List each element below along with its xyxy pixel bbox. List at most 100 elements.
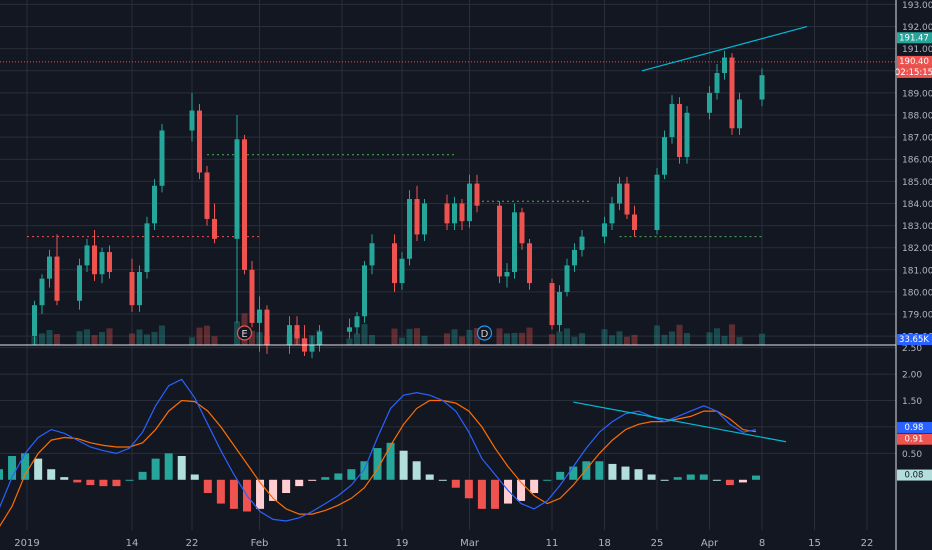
volume-bar: [129, 333, 135, 345]
candle-body: [519, 212, 525, 244]
volume-bar: [46, 330, 53, 345]
time-tick-label: 22: [861, 538, 874, 549]
volume-bar: [616, 331, 623, 345]
candle-body: [737, 99, 742, 129]
histogram-bar: [399, 450, 408, 480]
volume-bar: [624, 336, 630, 345]
event-marker-d[interactable]: [476, 325, 493, 341]
candle-body: [677, 103, 682, 158]
histogram-bar: [660, 479, 669, 481]
histogram-bar: [556, 471, 565, 480]
volume-bar: [421, 335, 428, 345]
time-axis[interactable]: 2019 14 22 Feb 11 19 Mar 11 18 25 Apr 8 15 22: [14, 538, 873, 549]
time-tick-label: Mar: [460, 538, 480, 549]
volume-bar: [99, 332, 105, 345]
volume-label: 33.65K: [899, 335, 929, 345]
price-tick-label: 193.00: [902, 1, 932, 11]
signal-line: [0, 399, 757, 527]
volume-bar: [361, 324, 368, 345]
price-tick-label: 179.00: [902, 311, 932, 321]
volume-bar: [106, 328, 113, 345]
volume-bar: [369, 335, 375, 345]
macd-tick-label: 1.50: [902, 397, 922, 407]
bid-price-label-bg: [897, 32, 932, 44]
histogram-bar: [138, 471, 147, 480]
histogram-bar: [203, 479, 212, 493]
candle-body: [362, 265, 367, 317]
volume-bar: [414, 328, 420, 345]
volume-bar: [661, 334, 668, 345]
candle-body: [654, 174, 660, 230]
candle-body: [759, 75, 765, 100]
histogram-bar: [269, 479, 278, 501]
candle-body: [459, 203, 465, 222]
volume-bar: [466, 329, 473, 345]
price-tick-label: 183.00: [902, 222, 932, 232]
volume-bar: [54, 334, 60, 345]
candle-body: [684, 112, 690, 158]
candle-body: [144, 223, 150, 273]
macd-tick-label: 2.50: [902, 344, 922, 354]
candle-body: [212, 218, 217, 239]
histogram-bar: [582, 461, 591, 480]
candle-body: [407, 199, 412, 259]
price-tick-label: 182.00: [902, 244, 932, 254]
histogram-bar: [477, 479, 486, 509]
histogram-bar: [125, 479, 134, 481]
histogram-bar: [21, 453, 30, 480]
histogram-bar: [373, 448, 382, 480]
histogram-bar: [647, 474, 656, 480]
histogram-bar: [334, 473, 343, 480]
histogram-bar: [295, 479, 304, 487]
volume-bar: [564, 328, 570, 345]
histogram-bar: [673, 477, 682, 480]
candle-body: [557, 291, 562, 326]
histogram-bar: [569, 466, 578, 480]
volume-bar: [196, 327, 203, 345]
histogram-bar: [73, 479, 82, 483]
macd-value-label-bg: [897, 421, 932, 433]
candle-body: [54, 256, 60, 301]
candle-body: [39, 278, 45, 306]
event-marker-e[interactable]: [236, 325, 253, 341]
histogram-value-label-bg: [897, 469, 932, 481]
candle-body: [84, 245, 90, 266]
histogram-bar: [752, 475, 760, 480]
volume-bar: [406, 328, 413, 345]
volume-bar: [76, 331, 83, 345]
volume-bar: [676, 324, 683, 345]
histogram-bar: [451, 479, 460, 488]
signal-value-label-bg: [897, 433, 932, 445]
candle-body: [159, 130, 165, 186]
volume-bar: [511, 332, 518, 345]
histogram-bar: [347, 469, 356, 480]
volume-bar: [249, 330, 255, 345]
volume-bar: [579, 333, 585, 345]
volume-bar: [84, 329, 90, 345]
volume-bar: [631, 334, 638, 345]
volume-bar: [459, 336, 465, 345]
price-tick-label: 188.00: [902, 112, 932, 122]
time-tick-label: 22: [186, 538, 199, 549]
histogram-bar: [738, 479, 747, 483]
candle-body: [392, 243, 397, 284]
volume-bar: [474, 328, 480, 345]
histogram-bar: [60, 477, 69, 480]
candle-body: [99, 252, 105, 275]
histogram-bar: [0, 469, 3, 480]
volume-bar: [601, 329, 608, 345]
histogram-bar: [99, 479, 108, 487]
event-marker-label: D: [481, 329, 489, 340]
histogram-bar: [412, 461, 421, 480]
candle-body: [107, 252, 112, 273]
candle-body: [564, 265, 570, 292]
macd-tick-label: 2.00: [902, 371, 922, 381]
price-trendline: [641, 25, 808, 72]
price-tick-label: 184.00: [902, 200, 932, 210]
time-tick-label: 15: [808, 538, 821, 549]
price-tick-label: 180.00: [902, 288, 932, 298]
candle-body: [422, 203, 427, 235]
price-tick-label: 181.00: [902, 266, 932, 276]
